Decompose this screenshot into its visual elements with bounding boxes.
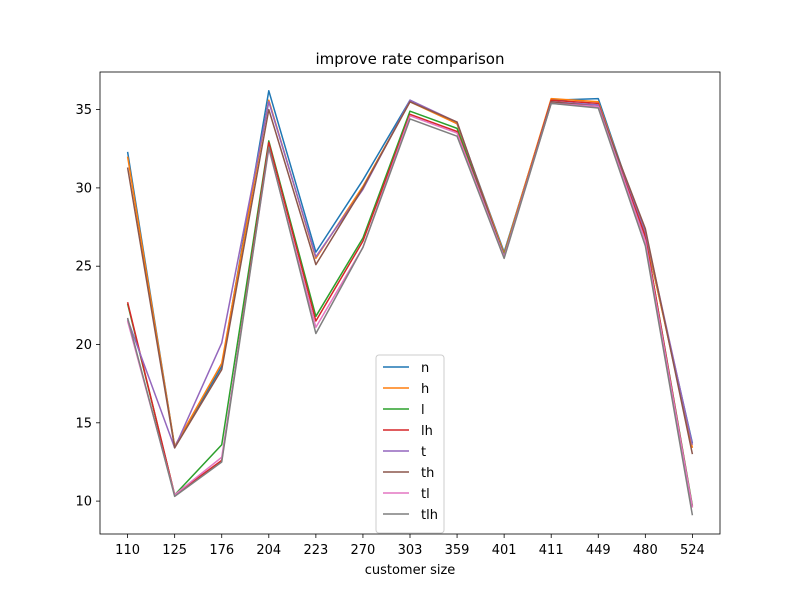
legend-label-lh: lh bbox=[421, 424, 433, 439]
plot-area: 110 125 176 204 223 270 303 359 401 411 449 480 524 1… bbox=[75, 71, 721, 558]
x-axis-label: customer size bbox=[365, 563, 456, 578]
legend-label-n: n bbox=[421, 361, 429, 376]
x-tick-label: 125 bbox=[162, 543, 187, 558]
x-tick-label: 176 bbox=[209, 543, 234, 558]
y-tick-label: 25 bbox=[75, 260, 92, 275]
x-tick-label: 401 bbox=[492, 543, 517, 558]
x-tick-label: 204 bbox=[256, 543, 281, 558]
legend-box bbox=[375, 354, 445, 534]
y-tick-label: 35 bbox=[75, 103, 92, 118]
legend-label-th: th bbox=[421, 466, 434, 481]
legend-label-l: l bbox=[421, 403, 425, 418]
x-tick-label: 449 bbox=[586, 543, 611, 558]
chart-title: improve rate comparison bbox=[315, 50, 504, 68]
legend-label-t: t bbox=[421, 445, 426, 460]
legend-label-tl: tl bbox=[421, 487, 430, 502]
legend-label-h: h bbox=[421, 382, 429, 397]
y-tick-label: 20 bbox=[75, 338, 92, 353]
x-tick-label: 359 bbox=[445, 543, 470, 558]
y-tick-label: 10 bbox=[75, 495, 92, 510]
x-tick-label: 110 bbox=[115, 543, 140, 558]
series-line-tlh bbox=[126, 102, 694, 516]
x-tick-label: 480 bbox=[633, 543, 658, 558]
legend-label-tlh: tlh bbox=[421, 508, 438, 523]
y-tick-label: 30 bbox=[75, 181, 92, 196]
x-tick-label: 270 bbox=[351, 543, 376, 558]
x-tick-label: 303 bbox=[398, 543, 423, 558]
series-line-t bbox=[126, 99, 694, 449]
x-tick-label: 524 bbox=[680, 543, 705, 558]
x-tick-label: 223 bbox=[303, 543, 328, 558]
y-tick-label: 15 bbox=[75, 416, 92, 431]
x-tick-label: 411 bbox=[539, 543, 564, 558]
